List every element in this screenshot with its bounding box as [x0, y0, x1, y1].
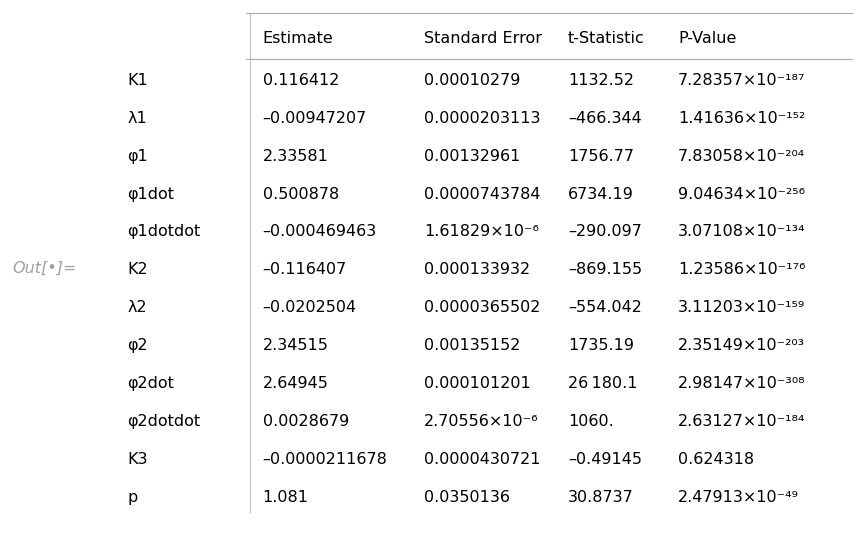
Text: –0.000469463: –0.000469463 [263, 224, 377, 239]
Text: 0.00132961: 0.00132961 [424, 149, 520, 163]
Text: 0.000101201: 0.000101201 [424, 376, 531, 392]
Text: –0.0202504: –0.0202504 [263, 300, 357, 315]
Text: φ1dot: φ1dot [127, 186, 174, 201]
Text: –0.00947207: –0.00947207 [263, 111, 367, 125]
Text: K3: K3 [127, 452, 147, 467]
Text: p: p [127, 490, 137, 505]
Text: t-Statistic: t-Statistic [568, 31, 645, 46]
Text: 0.0000365502: 0.0000365502 [424, 300, 540, 315]
Text: 1.61829×10⁻⁶: 1.61829×10⁻⁶ [424, 224, 538, 239]
Text: 0.116412: 0.116412 [263, 73, 339, 87]
Text: P-Value: P-Value [678, 31, 736, 46]
Text: K2: K2 [127, 262, 148, 277]
Text: 0.000133932: 0.000133932 [424, 262, 530, 277]
Text: 26 180.1: 26 180.1 [568, 376, 638, 392]
Text: –290.097: –290.097 [568, 224, 642, 239]
Text: λ2: λ2 [127, 300, 146, 315]
Text: λ1: λ1 [127, 111, 147, 125]
Text: –0.0000211678: –0.0000211678 [263, 452, 388, 467]
Text: 0.0000430721: 0.0000430721 [424, 452, 540, 467]
Text: –869.155: –869.155 [568, 262, 642, 277]
Text: 6734.19: 6734.19 [568, 186, 633, 201]
Text: Standard Error: Standard Error [424, 31, 542, 46]
Text: Estimate: Estimate [263, 31, 334, 46]
Text: K1: K1 [127, 73, 148, 87]
Text: φ1: φ1 [127, 149, 148, 163]
Text: 0.500878: 0.500878 [263, 186, 339, 201]
Text: 3.07108×10⁻¹³⁴: 3.07108×10⁻¹³⁴ [678, 224, 805, 239]
Text: –0.116407: –0.116407 [263, 262, 347, 277]
Text: 1735.19: 1735.19 [568, 338, 633, 353]
Text: –554.042: –554.042 [568, 300, 642, 315]
Text: 9.04634×10⁻²⁵⁶: 9.04634×10⁻²⁵⁶ [678, 186, 805, 201]
Text: 30.8737: 30.8737 [568, 490, 633, 505]
Text: 0.0000743784: 0.0000743784 [424, 186, 540, 201]
Text: 0.624318: 0.624318 [678, 452, 754, 467]
Text: 2.35149×10⁻²⁰³: 2.35149×10⁻²⁰³ [678, 338, 805, 353]
Text: 1.41636×10⁻¹⁵²: 1.41636×10⁻¹⁵² [678, 111, 805, 125]
Text: 0.00135152: 0.00135152 [424, 338, 520, 353]
Text: 1756.77: 1756.77 [568, 149, 633, 163]
Text: 7.83058×10⁻²⁰⁴: 7.83058×10⁻²⁰⁴ [678, 149, 805, 163]
Text: 2.63127×10⁻¹⁸⁴: 2.63127×10⁻¹⁸⁴ [678, 414, 805, 430]
Text: 0.0000203113: 0.0000203113 [424, 111, 540, 125]
Text: 3.11203×10⁻¹⁵⁹: 3.11203×10⁻¹⁵⁹ [678, 300, 805, 315]
Text: 2.64945: 2.64945 [263, 376, 329, 392]
Text: 2.47913×10⁻⁴⁹: 2.47913×10⁻⁴⁹ [678, 490, 799, 505]
Text: φ2dot: φ2dot [127, 376, 174, 392]
Text: 2.98147×10⁻³⁰⁸: 2.98147×10⁻³⁰⁸ [678, 376, 805, 392]
Text: 7.28357×10⁻¹⁸⁷: 7.28357×10⁻¹⁸⁷ [678, 73, 805, 87]
Text: 2.34515: 2.34515 [263, 338, 329, 353]
Text: –466.344: –466.344 [568, 111, 642, 125]
Text: 0.0028679: 0.0028679 [263, 414, 349, 430]
Text: 1060.: 1060. [568, 414, 614, 430]
Text: 0.00010279: 0.00010279 [424, 73, 520, 87]
Text: φ2: φ2 [127, 338, 148, 353]
Text: 1.23586×10⁻¹⁷⁶: 1.23586×10⁻¹⁷⁶ [678, 262, 805, 277]
Text: 0.0350136: 0.0350136 [424, 490, 510, 505]
Text: φ1dotdot: φ1dotdot [127, 224, 200, 239]
Text: –0.49145: –0.49145 [568, 452, 642, 467]
Text: 2.70556×10⁻⁶: 2.70556×10⁻⁶ [424, 414, 538, 430]
Text: Out[•]=: Out[•]= [13, 261, 77, 275]
Text: 1.081: 1.081 [263, 490, 309, 505]
Text: 1132.52: 1132.52 [568, 73, 633, 87]
Text: 2.33581: 2.33581 [263, 149, 329, 163]
Text: φ2dotdot: φ2dotdot [127, 414, 200, 430]
